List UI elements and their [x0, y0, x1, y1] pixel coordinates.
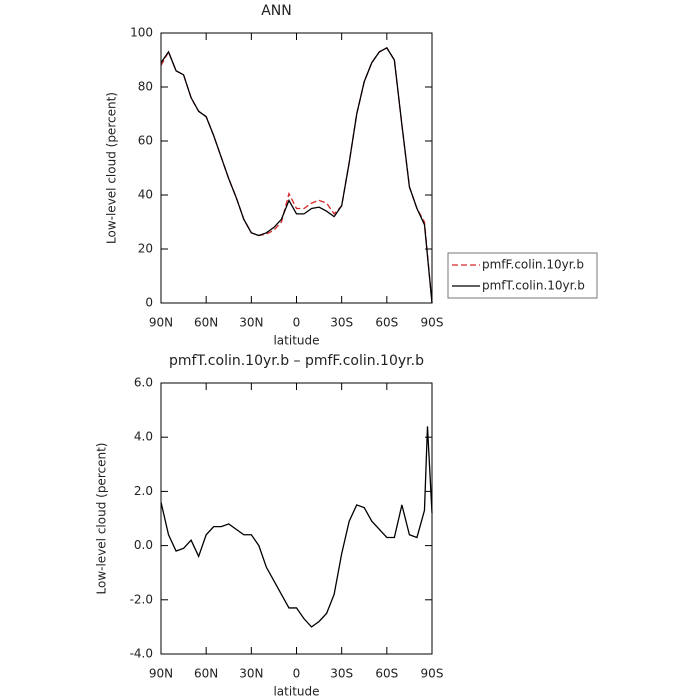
- x-tick-label: 30S: [330, 316, 353, 330]
- y-tick-label: 0: [145, 296, 153, 310]
- x-tick-label: 30S: [330, 667, 353, 681]
- y-tick-label: 20: [138, 242, 153, 256]
- x-tick-label: 0: [293, 667, 301, 681]
- y-tick-label: 6.0: [134, 376, 153, 390]
- x-tick-label: 90S: [421, 667, 444, 681]
- x-tick-label: 30N: [239, 667, 263, 681]
- y-tick-label: 40: [138, 188, 153, 202]
- legend-label: pmfF.colin.10yr.b: [482, 258, 584, 272]
- y-tick-label: -4.0: [130, 647, 153, 661]
- plot-frame: [160, 32, 433, 304]
- series-line: [160, 46, 433, 304]
- series-line: [160, 46, 433, 304]
- legend-box: [447, 252, 598, 299]
- y-axis-label: Low-level cloud (percent): [105, 92, 119, 244]
- x-tick-label: 60N: [194, 316, 218, 330]
- x-tick-label: 30N: [239, 316, 263, 330]
- legend-label: pmfT.colin.10yr.b: [482, 279, 585, 293]
- x-tick-label: 60N: [194, 667, 218, 681]
- series-line: [160, 426, 433, 628]
- chart-title: ANN: [261, 3, 292, 19]
- x-tick-label: 90N: [149, 667, 173, 681]
- x-tick-label: 60S: [375, 667, 398, 681]
- y-tick-label: 60: [138, 134, 153, 148]
- y-tick-label: 0.0: [134, 538, 153, 552]
- y-tick-label: 2.0: [134, 484, 153, 498]
- y-tick-label: 80: [138, 80, 153, 94]
- y-axis-label: Low-level cloud (percent): [95, 443, 109, 595]
- x-axis-label: latitude: [273, 334, 319, 348]
- plot-frame: [160, 382, 433, 655]
- y-tick-label: 100: [130, 26, 153, 40]
- chart-title: pmfT.colin.10yr.b – pmfF.colin.10yr.b: [169, 353, 424, 369]
- x-tick-label: 0: [293, 316, 301, 330]
- y-tick-label: -2.0: [130, 592, 153, 606]
- x-axis-label: latitude: [273, 685, 319, 699]
- x-tick-label: 60S: [375, 316, 398, 330]
- y-tick-label: 4.0: [134, 430, 153, 444]
- x-tick-label: 90N: [149, 316, 173, 330]
- x-tick-label: 90S: [421, 316, 444, 330]
